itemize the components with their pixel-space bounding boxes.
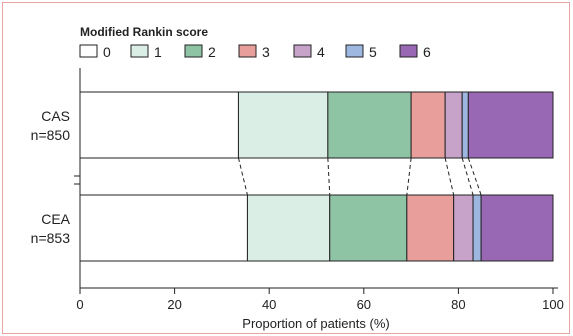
legend-swatch-0 xyxy=(80,45,97,57)
x-tick-label-100: 100 xyxy=(542,297,564,312)
x-tick-label-40: 40 xyxy=(262,297,276,312)
bar-cea-mrs-5 xyxy=(473,195,481,261)
connector-line xyxy=(445,158,454,195)
bar-cea-mrs-3 xyxy=(407,195,454,261)
bar-cas-mrs-5 xyxy=(462,92,468,158)
legend-label-2: 2 xyxy=(208,44,216,60)
x-tick-label-20: 20 xyxy=(167,297,181,312)
legend-swatch-3 xyxy=(239,45,256,57)
legend-label-3: 3 xyxy=(262,44,270,60)
legend-label-1: 1 xyxy=(154,44,162,60)
legend: 0 1 2 3 4 5 6 xyxy=(80,44,431,60)
group-n-cea: n=853 xyxy=(31,230,71,246)
legend-title: Modified Rankin score xyxy=(80,25,208,39)
group-label-cea: CEA xyxy=(41,211,70,227)
legend-label-6: 6 xyxy=(423,44,431,60)
bar-cas-mrs-2 xyxy=(328,92,411,158)
legend-label-0: 0 xyxy=(103,44,111,60)
legend-label-5: 5 xyxy=(369,44,377,60)
bar-cas-mrs-6 xyxy=(468,92,553,158)
legend-swatch-1 xyxy=(131,45,148,57)
legend-swatch-2 xyxy=(185,45,202,57)
legend-swatch-5 xyxy=(346,45,363,57)
x-tick-label-80: 80 xyxy=(451,297,465,312)
connector-line xyxy=(468,158,481,195)
bar-cea-mrs-4 xyxy=(454,195,473,261)
bar-cas-mrs-4 xyxy=(445,92,462,158)
bar-cea-mrs-1 xyxy=(247,195,329,261)
bar-cas-mrs-3 xyxy=(411,92,445,158)
bars xyxy=(80,92,553,261)
x-tick-label-60: 60 xyxy=(357,297,371,312)
group-n-cas: n=850 xyxy=(31,127,71,143)
connector-line xyxy=(407,158,411,195)
connector-line xyxy=(238,158,247,195)
bar-cea-mrs-2 xyxy=(330,195,407,261)
connector-line xyxy=(328,158,330,195)
legend-swatch-6 xyxy=(400,45,417,57)
legend-label-4: 4 xyxy=(317,44,325,60)
bar-cas-mrs-1 xyxy=(238,92,327,158)
x-tick-label-0: 0 xyxy=(76,297,83,312)
group-labels: CAS n=850 CEA n=853 xyxy=(31,108,71,246)
group-label-cas: CAS xyxy=(41,108,70,124)
connector-lines xyxy=(238,158,481,195)
connector-line xyxy=(462,158,473,195)
x-axis-title: Proportion of patients (%) xyxy=(242,316,389,331)
bar-cea-mrs-0 xyxy=(80,195,247,261)
bar-cea-mrs-6 xyxy=(481,195,553,261)
bar-cas-mrs-0 xyxy=(80,92,238,158)
legend-swatch-4 xyxy=(294,45,311,57)
